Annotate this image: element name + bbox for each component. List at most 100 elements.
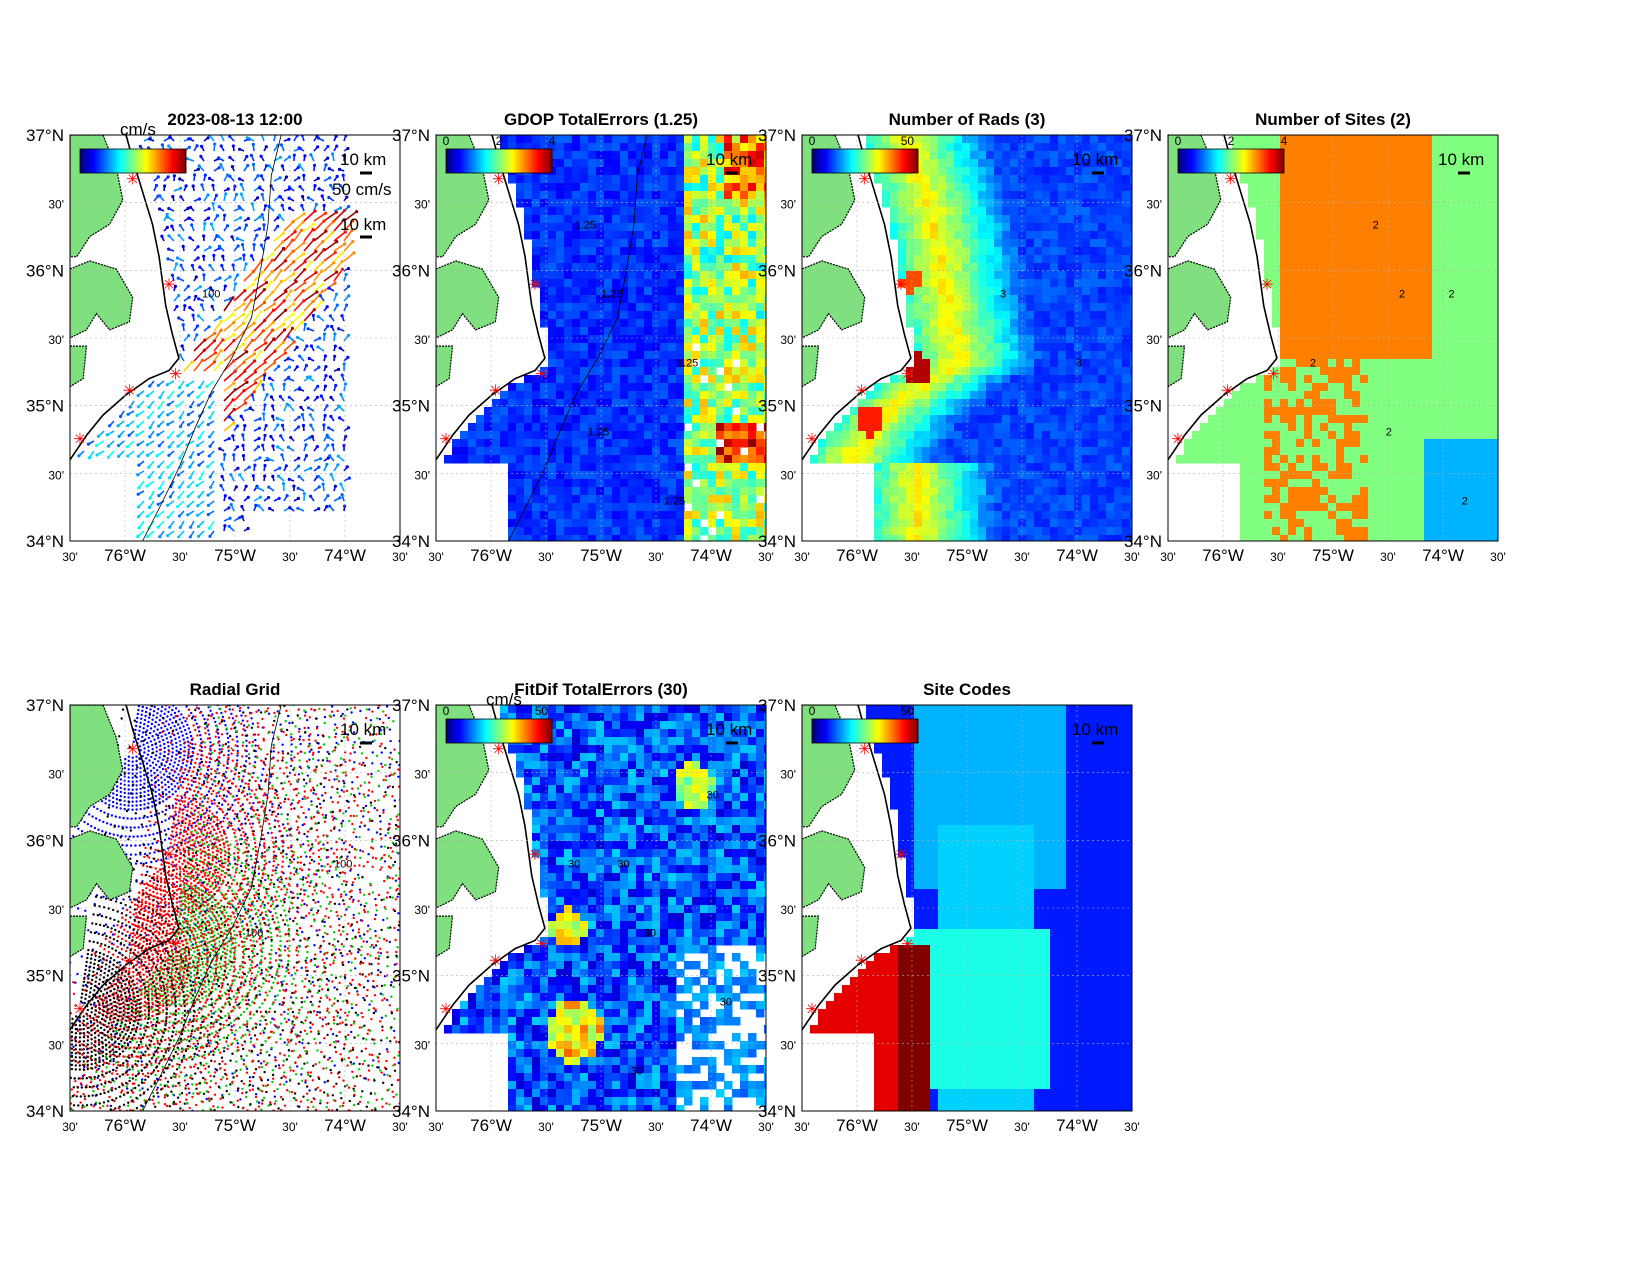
graticule <box>802 135 1132 541</box>
scale-bar: 10 km <box>706 150 752 175</box>
contour-label: 30 <box>568 858 580 870</box>
longitude-tick-label: 30' <box>794 550 810 564</box>
contour-label: 2 <box>1449 288 1455 300</box>
isobath-contour <box>508 135 648 541</box>
axes-frame <box>1167 134 1499 542</box>
graticule <box>70 705 400 1111</box>
site-marker-icon: ✳ <box>126 172 139 189</box>
site-marker-icon: ✳ <box>169 367 182 384</box>
site-marker-icon: ✳ <box>1260 277 1273 294</box>
site-marker-icon: ✳ <box>489 953 502 970</box>
latitude-tick-label: 35°N <box>26 397 64 416</box>
site-marker-icon: ✳ <box>855 383 868 400</box>
latitude-tick-label: 30' <box>414 768 430 782</box>
longitude-tick-label: 30' <box>538 550 554 564</box>
contour-label: 100 <box>334 858 352 870</box>
site-marker-icon: ✳ <box>492 172 505 189</box>
latitude-tick-label: 30' <box>48 198 64 212</box>
longitude-tick-label: 76°W <box>470 1116 512 1135</box>
longitude-tick-label: 74°W <box>690 546 732 565</box>
site-marker-icon: ✳ <box>162 277 175 294</box>
colorbar-tick: 0 <box>1175 134 1182 148</box>
graticule <box>802 705 1132 1111</box>
contour-label: 2 <box>1462 496 1468 508</box>
site-marker-icon: ✳ <box>169 937 182 954</box>
land <box>436 135 546 461</box>
longitude-tick-label: 74°W <box>324 546 366 565</box>
site-marker-icon: ✳ <box>1171 432 1184 449</box>
latitude-tick-label: 37°N <box>392 696 430 715</box>
latitude-tick-label: 30' <box>1146 468 1162 482</box>
longitude-tick-label: 30' <box>428 1120 444 1134</box>
hf-radar-sites: ✳ ✳ ✳ ✳ ✳ <box>439 742 548 1019</box>
panel-title: Site Codes <box>923 680 1011 699</box>
latitude-tick-label: 35°N <box>392 397 430 416</box>
map-panel-nsites: 2 2 2 2 2 2 ✳ ✳ ✳ ✳ ✳ 0 2 4 10 km Number of Sites (2) 37… <box>1098 75 1538 581</box>
colorbar-tick: 0 <box>443 134 450 148</box>
longitude-tick-label: 74°W <box>1422 546 1464 565</box>
longitude-tick-label: 74°W <box>690 1116 732 1135</box>
colorbar: 0 50 <box>809 704 919 744</box>
latitude-tick-label: 30' <box>48 768 64 782</box>
longitude-tick-label: 30' <box>282 550 298 564</box>
panel-title: 2023-08-13 12:00 <box>167 110 302 129</box>
latitude-tick-label: 30' <box>414 468 430 482</box>
latitude-tick-label: 36°N <box>26 261 64 280</box>
longitude-tick-label: 76°W <box>836 546 878 565</box>
longitude-tick-label: 30' <box>1160 550 1176 564</box>
longitude-tick-label: 30' <box>538 1120 554 1134</box>
colorbar: cm/s <box>79 120 187 174</box>
axes-frame <box>435 134 767 542</box>
panel-title: FitDif TotalErrors (30) <box>514 680 687 699</box>
latitude-tick-label: 34°N <box>26 1102 64 1121</box>
panel-title: Radial Grid <box>190 680 281 699</box>
site-marker-icon: ✳ <box>439 432 452 449</box>
contour-labels: 2 2 2 2 2 2 <box>1310 219 1468 507</box>
site-marker-icon: ✳ <box>1224 172 1237 189</box>
map-panel-sitecodes: ✳ ✳ ✳ ✳ ✳ 0 50 10 km Site Codes 37°N 30' 36°N 30' 35°… <box>732 645 1172 1151</box>
site-marker-icon: ✳ <box>855 953 868 970</box>
latitude-tick-label: 30' <box>780 768 796 782</box>
latitude-tick-label: 37°N <box>758 696 796 715</box>
colorbar: 0 50 <box>809 134 919 174</box>
longitude-tick-label: 76°W <box>1202 546 1244 565</box>
site-marker-icon: ✳ <box>123 953 136 970</box>
longitude-tick-label: 30' <box>648 550 664 564</box>
colorbar: 0 2 4 <box>1175 134 1288 174</box>
graticule <box>436 135 766 541</box>
longitude-tick-label: 74°W <box>324 1116 366 1135</box>
latitude-tick-label: 30' <box>48 903 64 917</box>
latitude-tick-label: 34°N <box>758 532 796 551</box>
svg-text:10 km: 10 km <box>340 150 386 169</box>
longitude-tick-label: 30' <box>904 1120 920 1134</box>
site-marker-icon: ✳ <box>1221 383 1234 400</box>
colorbar-tick: 50 <box>901 704 915 718</box>
latitude-tick-label: 36°N <box>392 261 430 280</box>
latitude-tick-label: 37°N <box>26 696 64 715</box>
longitude-tick-label: 75°W <box>214 1116 256 1135</box>
site-marker-icon: ✳ <box>439 1002 452 1019</box>
longitude-tick-label: 30' <box>1014 550 1030 564</box>
latitude-tick-label: 30' <box>48 333 64 347</box>
map-panel-totals: 100 ✳ ✳ ✳ ✳ ✳ cm/s 10 km 50 cm/s 10 km 2023-08-13 … <box>0 75 440 581</box>
latitude-tick-label: 34°N <box>1124 532 1162 551</box>
colorbar-tick: 0 <box>443 704 450 718</box>
longitude-tick-label: 30' <box>392 1120 408 1134</box>
contour-label: 1.25 <box>588 426 609 438</box>
latitude-tick-label: 30' <box>1146 198 1162 212</box>
latitude-tick-label: 30' <box>414 333 430 347</box>
contour-labels: 100 100 <box>245 858 352 939</box>
site-marker-icon: ✳ <box>858 172 871 189</box>
contour-label: 30 <box>644 927 656 939</box>
axes-frame <box>69 134 401 542</box>
velocity-vector-field <box>77 135 359 539</box>
latitude-tick-label: 35°N <box>758 397 796 416</box>
longitude-tick-label: 30' <box>172 1120 188 1134</box>
latitude-tick-label: 30' <box>48 1038 64 1052</box>
site-marker-icon: ✳ <box>73 432 86 449</box>
contour-label: 1.25 <box>664 496 685 508</box>
hf-radar-sites: ✳ ✳ ✳ ✳ ✳ <box>439 172 548 449</box>
vector-scale-label: 50 cm/s <box>332 180 392 199</box>
data-field <box>810 135 1132 541</box>
site-marker-icon: ✳ <box>535 937 548 954</box>
